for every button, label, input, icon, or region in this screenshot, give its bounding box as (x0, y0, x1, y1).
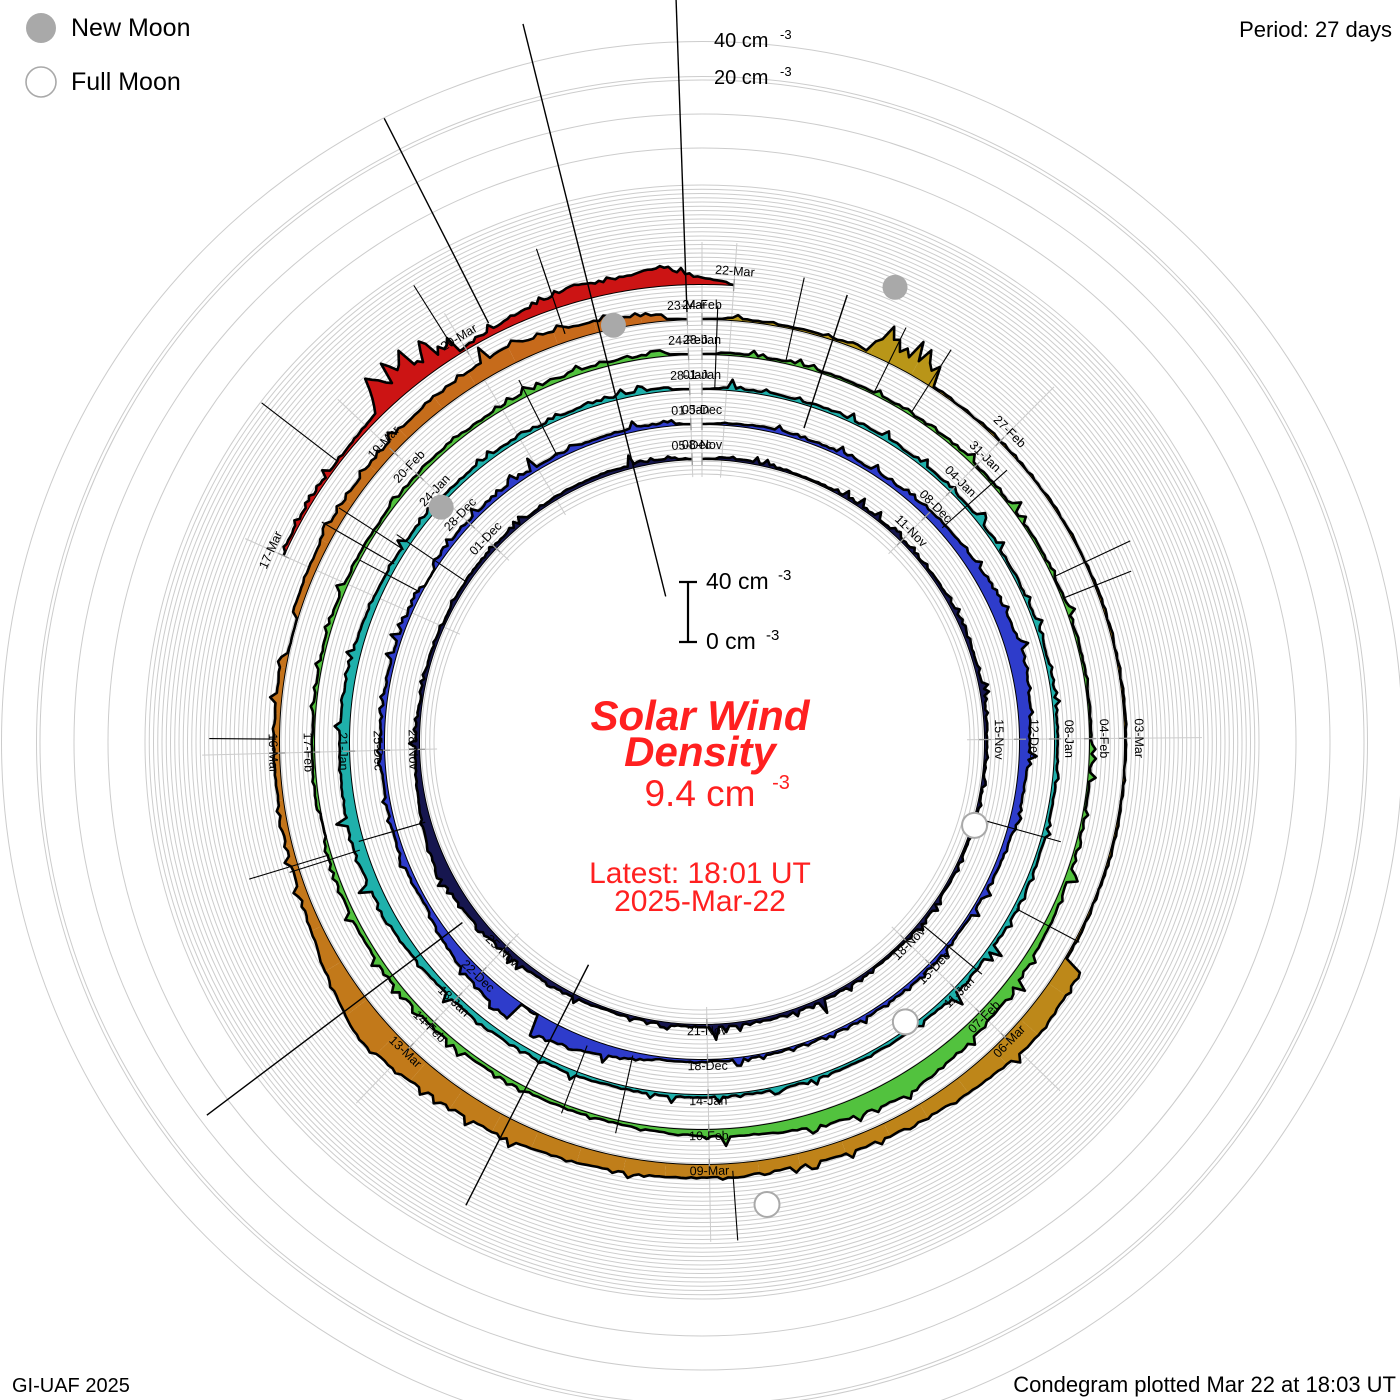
svg-text:Full Moon: Full Moon (71, 68, 181, 96)
svg-text:-3: -3 (772, 772, 790, 794)
svg-text:05-Dec: 05-Dec (671, 437, 712, 452)
svg-text:08-Jan: 08-Jan (1062, 720, 1076, 758)
svg-text:16-Mar: 16-Mar (266, 733, 281, 773)
svg-text:10-Feb: 10-Feb (689, 1129, 729, 1144)
svg-text:-3: -3 (778, 567, 791, 584)
svg-text:17-Feb: 17-Feb (301, 732, 316, 772)
svg-text:40 cm: 40 cm (706, 568, 769, 594)
svg-text:Period: 27 days: Period: 27 days (1239, 17, 1392, 42)
svg-text:18-Dec: 18-Dec (687, 1059, 728, 1074)
svg-text:40 cm: 40 cm (714, 30, 768, 52)
svg-text:01-Jan: 01-Jan (671, 403, 710, 418)
svg-text:09-Mar: 09-Mar (690, 1164, 730, 1179)
svg-text:-3: -3 (780, 27, 792, 42)
svg-text:28-Jan: 28-Jan (670, 368, 709, 383)
svg-text:24-Feb: 24-Feb (668, 333, 708, 348)
svg-text:04-Feb: 04-Feb (1097, 719, 1111, 759)
svg-text:28-Nov: 28-Nov (406, 729, 421, 770)
svg-text:Condegram plotted Mar 22 at 18: Condegram plotted Mar 22 at 18:03 UT (1013, 1372, 1396, 1397)
svg-text:-3: -3 (780, 64, 792, 79)
svg-text:9.4 cm: 9.4 cm (644, 773, 755, 814)
svg-text:21-Jan: 21-Jan (336, 732, 351, 771)
svg-text:12-Dec: 12-Dec (1027, 719, 1041, 759)
svg-text:22-Mar: 22-Mar (715, 263, 755, 280)
svg-text:-3: -3 (766, 627, 779, 644)
svg-text:14-Jan: 14-Jan (689, 1094, 728, 1109)
svg-text:21-Nov: 21-Nov (687, 1024, 728, 1039)
svg-text:20 cm: 20 cm (714, 67, 768, 89)
svg-text:Density: Density (624, 728, 778, 775)
svg-text:15-Nov: 15-Nov (992, 719, 1006, 760)
svg-text:0 cm: 0 cm (706, 628, 756, 654)
svg-text:New Moon: New Moon (71, 14, 191, 42)
svg-text:25-Dec: 25-Dec (371, 730, 386, 771)
svg-text:GI-UAF 2025: GI-UAF 2025 (12, 1375, 130, 1397)
svg-text:2025-Mar-22: 2025-Mar-22 (614, 885, 786, 918)
svg-text:03-Mar: 03-Mar (1132, 718, 1146, 758)
